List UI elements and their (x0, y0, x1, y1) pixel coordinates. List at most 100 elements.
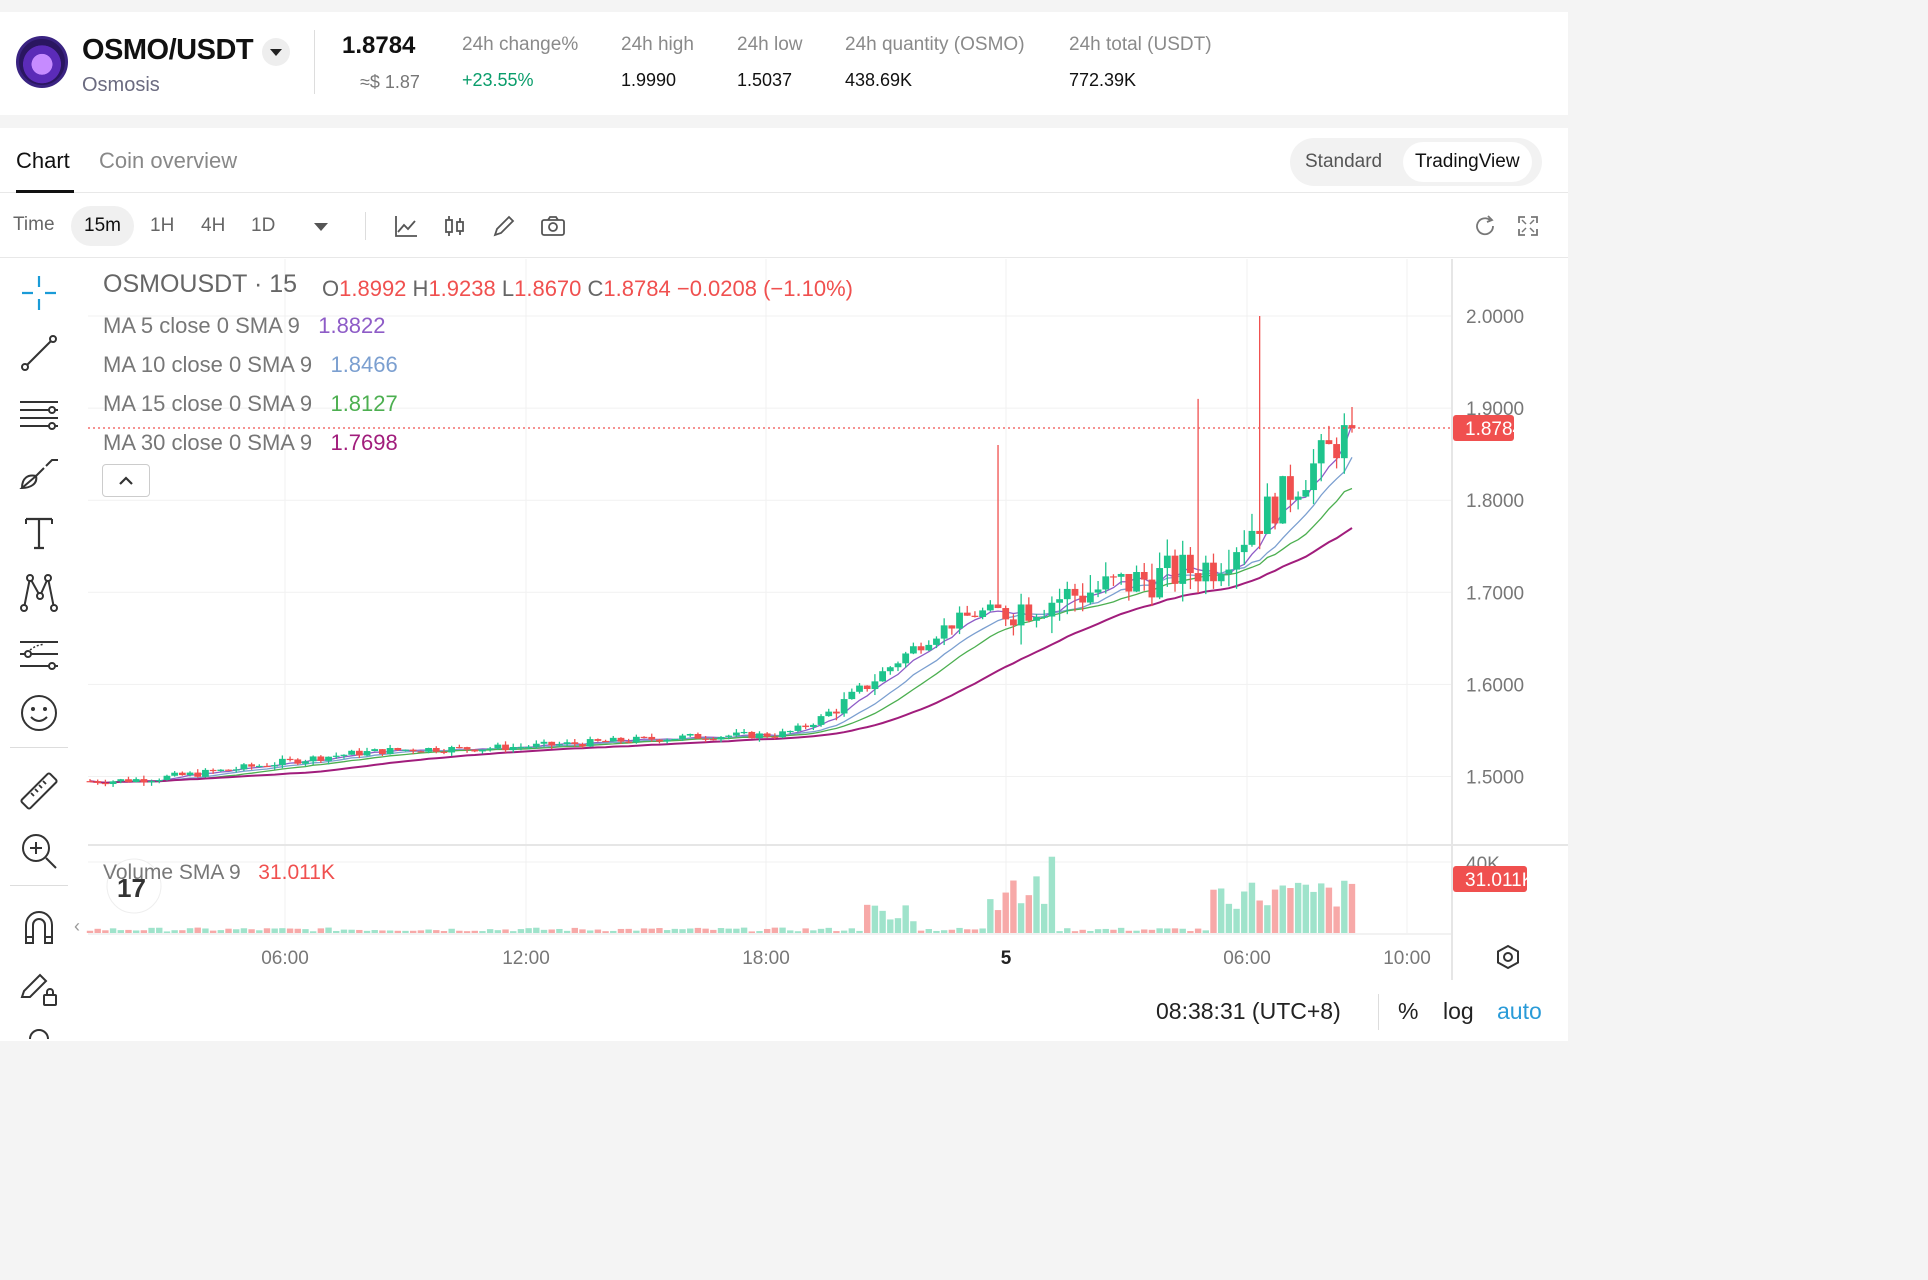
last-price: 1.8784 (342, 32, 416, 59)
candle-body (471, 749, 479, 752)
chevron-up-icon (119, 476, 133, 485)
candle-body (794, 725, 802, 731)
tradingview-view-button[interactable]: TradingView (1403, 142, 1532, 182)
time-label: Time (13, 214, 55, 235)
interval-15m[interactable]: 15m (71, 206, 134, 246)
volume-bar (1264, 905, 1271, 933)
volume-bar (363, 930, 371, 933)
chart-settings-icon[interactable] (1497, 944, 1519, 970)
time-tick-label: 5 (1001, 948, 1012, 969)
trash-icon[interactable] (16, 1025, 62, 1071)
volume-bar (1133, 930, 1140, 933)
tab-active-underline (16, 190, 74, 193)
pair-dropdown-icon[interactable] (262, 38, 290, 66)
interval-1d[interactable]: 1D (251, 215, 276, 236)
volume-bar (1194, 928, 1202, 933)
ruler-icon[interactable] (16, 768, 62, 814)
volume-bar (1210, 889, 1217, 933)
volume-bar (1056, 931, 1063, 933)
candle-body (994, 604, 1002, 609)
volume-bar (725, 928, 732, 933)
candle-body (1302, 490, 1310, 497)
log-toggle[interactable]: log (1443, 998, 1474, 1024)
zoom-in-icon[interactable] (16, 828, 62, 874)
horizontal-lines-icon[interactable] (16, 390, 62, 436)
tab-chart[interactable]: Chart (16, 148, 70, 173)
volume-bar (333, 930, 340, 933)
candle-body (1287, 476, 1294, 500)
stat-label-low: 24h low (737, 34, 803, 55)
forecast-tool-icon[interactable] (16, 630, 62, 676)
candle-body (1179, 554, 1187, 584)
lock-drawings-icon[interactable] (16, 965, 62, 1011)
candle-body (925, 644, 933, 651)
more-intervals-icon[interactable] (314, 223, 328, 231)
line-chart-icon[interactable] (392, 212, 420, 240)
pattern-tool-icon[interactable] (16, 570, 62, 616)
refresh-icon[interactable] (1471, 212, 1499, 240)
tab-coin-overview[interactable]: Coin overview (99, 148, 238, 173)
draw-pencil-icon[interactable] (490, 212, 518, 240)
time-axis[interactable]: 06:00 12:00 18:00 5 06:00 10:00 (261, 948, 1431, 969)
volume-bar (840, 930, 848, 933)
candle-body (986, 604, 994, 611)
collapse-legend-button[interactable] (102, 464, 150, 497)
price-chart[interactable]: 2.0000 1.9000 1.8000 1.7000 1.6000 1.5000 1.8… (0, 0, 1568, 1041)
standard-view-button[interactable]: Standard (1305, 151, 1383, 172)
high-label: H (412, 276, 429, 301)
candle-body (232, 769, 240, 771)
candle-body (909, 646, 917, 654)
chart-bottom-bar: 08:38:31 (UTC+8) (0, 862, 1568, 1024)
osmosis-logo (16, 36, 68, 88)
candle-body (1333, 444, 1341, 459)
volume-bar (679, 929, 686, 933)
volume-bar (409, 930, 417, 933)
clock[interactable]: 08:38:31 (UTC+8) (1156, 998, 1341, 1024)
candle-body (632, 736, 640, 743)
pair-title[interactable]: OSMO/USDT (82, 34, 254, 66)
candle-body (1025, 604, 1033, 621)
price-axis[interactable]: 2.0000 1.9000 1.8000 1.7000 1.6000 1.5000 (1466, 307, 1524, 789)
stat-value-high: 1.9990 (621, 70, 677, 90)
text-tool-icon[interactable] (16, 510, 62, 556)
ma5-legend: MA 5 close 0 SMA 9 1.8822 (103, 313, 386, 339)
fullscreen-icon[interactable] (1514, 212, 1542, 240)
volume-bar (425, 929, 432, 933)
volume-bar (979, 928, 986, 933)
camera-icon[interactable] (539, 212, 567, 240)
candle-body (363, 751, 371, 756)
volume-bar (1271, 889, 1279, 933)
header-divider (314, 30, 315, 94)
candle-body (840, 699, 848, 714)
candle-body (455, 747, 463, 749)
volume-bar (109, 928, 117, 933)
volume-bar (286, 928, 294, 933)
candle-body (917, 646, 925, 651)
candle-body (1063, 588, 1071, 600)
volume-bar (179, 930, 186, 933)
volume-bar (1294, 882, 1302, 933)
volume-bar (248, 929, 255, 933)
candle-body (1294, 496, 1302, 500)
brush-icon[interactable] (16, 450, 62, 496)
volume-bar (1040, 903, 1048, 933)
auto-toggle[interactable]: auto (1497, 998, 1542, 1024)
candles-icon[interactable] (441, 212, 469, 240)
emoji-icon[interactable] (16, 690, 62, 736)
volume-label: Volume SMA 9 (103, 861, 241, 884)
interval-1h[interactable]: 1H (150, 215, 175, 236)
volume-bar (209, 930, 217, 933)
candle-body (848, 691, 856, 700)
percent-toggle[interactable]: % (1398, 998, 1419, 1024)
magnet-icon[interactable] (16, 905, 62, 951)
interval-4h[interactable]: 4H (201, 215, 226, 236)
volume-tag-text: 31.011K (1465, 870, 1535, 891)
volume-bar (1025, 895, 1033, 933)
crosshair-icon[interactable] (16, 270, 62, 316)
scroll-left-icon[interactable]: ‹ (74, 916, 80, 936)
volume-bar (325, 927, 332, 933)
view-toggle: Standard TradingView (1290, 138, 1542, 186)
candle-body (101, 782, 109, 785)
trend-line-icon[interactable] (16, 330, 62, 376)
candle-body (1187, 554, 1194, 574)
